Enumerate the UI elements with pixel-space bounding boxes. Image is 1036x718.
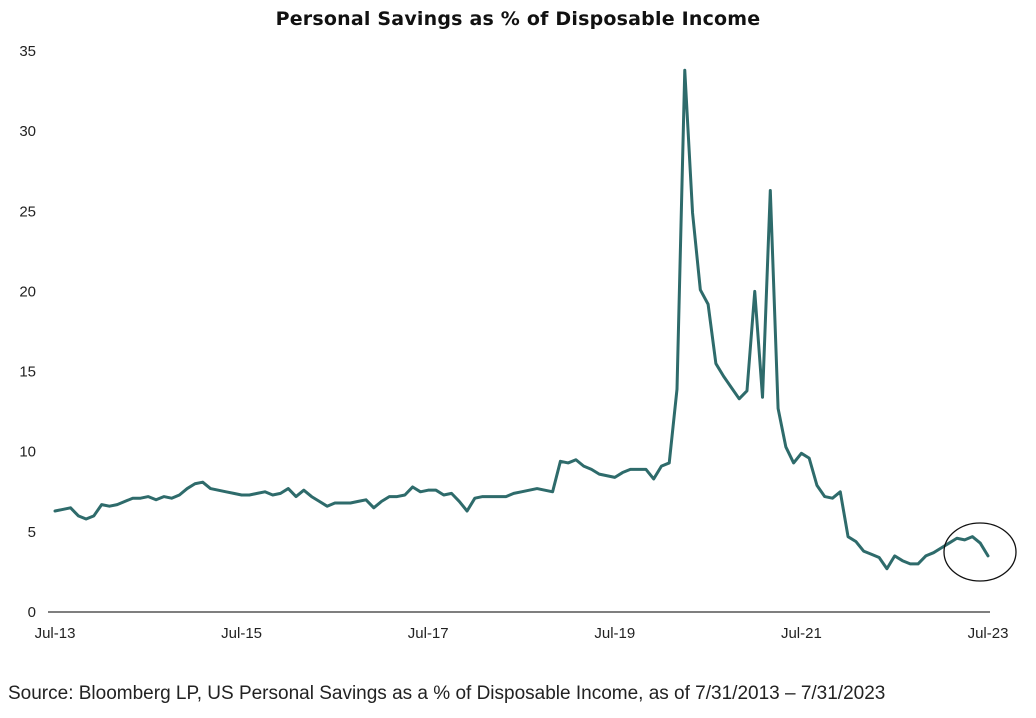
x-tick-label: Jul-13	[35, 625, 76, 642]
y-tick-label: 10	[19, 444, 36, 461]
y-tick-label: 35	[19, 43, 36, 60]
x-tick-label: Jul-19	[594, 625, 635, 642]
x-tick-label: Jul-21	[781, 625, 822, 642]
x-tick-label: Jul-23	[968, 625, 1009, 642]
y-axis-ticks: 0 5 10 15 20 25 30 35	[19, 43, 36, 621]
source-note: Source: Bloomberg LP, US Personal Saving…	[8, 683, 886, 704]
x-axis-ticks: Jul-13 Jul-15 Jul-17 Jul-19 Jul-21 Jul-23	[35, 625, 1009, 642]
y-tick-label: 25	[19, 203, 36, 220]
y-tick-label: 0	[28, 604, 36, 621]
y-tick-label: 15	[19, 364, 36, 381]
series-layer	[53, 68, 990, 571]
y-tick-label: 20	[19, 283, 36, 300]
y-tick-label: 30	[19, 123, 36, 140]
x-tick-label: Jul-17	[408, 625, 449, 642]
x-tick-label: Jul-15	[221, 625, 262, 642]
annotation-circle	[943, 522, 1017, 582]
chart-title: Personal Savings as % of Disposable Inco…	[275, 8, 761, 30]
savings-rate-line	[53, 68, 990, 571]
y-tick-label: 5	[28, 524, 36, 541]
